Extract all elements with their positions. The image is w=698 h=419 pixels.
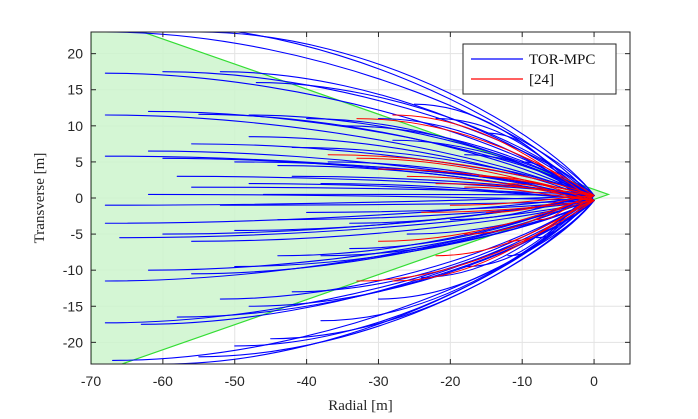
trajectory-line <box>191 186 595 197</box>
trajectory-line <box>464 186 595 202</box>
x-tick-label: -40 <box>296 373 316 389</box>
y-tick-label: -20 <box>63 334 83 350</box>
y-tick-label: 0 <box>75 190 83 206</box>
trajectories <box>104 32 595 364</box>
x-tick-label: 0 <box>590 373 598 389</box>
legend[interactable]: TOR-MPC [24] <box>462 43 617 95</box>
trajectory-line <box>485 194 595 213</box>
trajectory-line <box>392 194 595 282</box>
trajectory-line <box>327 154 595 196</box>
trajectory-line <box>234 194 595 347</box>
trajectory-line <box>406 199 595 235</box>
trajectory-line <box>536 200 595 221</box>
trajectory-line <box>507 183 595 202</box>
y-tick-label: -5 <box>71 226 84 242</box>
x-tick-label: -20 <box>440 373 460 389</box>
trajectory-line <box>392 114 595 202</box>
y-tick-label: 15 <box>67 82 83 98</box>
trajectory-line <box>435 200 595 257</box>
legend-box <box>462 43 617 95</box>
trajectory-line <box>356 200 595 282</box>
trajectory-line <box>270 199 595 340</box>
trajectory-line <box>449 194 595 206</box>
trajectory-line <box>413 103 595 202</box>
y-tick-label: 5 <box>75 154 83 170</box>
axes: -70 -60 -50 -40 -30 -20 -10 0-20-15-10-50510152… <box>32 31 631 414</box>
x-tick-label: -70 <box>81 373 101 389</box>
legend-label: TOR-MPC <box>529 52 595 68</box>
x-tick-label: -50 <box>225 373 245 389</box>
trajectory-line <box>104 194 595 224</box>
y-tick-label: 20 <box>67 46 83 62</box>
trajectory-line <box>198 32 595 197</box>
trajectory-line <box>356 118 595 196</box>
trajectory-line <box>377 194 595 242</box>
trajectory-line <box>464 154 595 197</box>
y-tick-label: -10 <box>63 262 83 278</box>
legend-label: [24] <box>529 72 554 88</box>
trajectory-line <box>356 157 595 202</box>
trajectory-line <box>219 199 595 206</box>
trajectory-line <box>104 32 595 197</box>
trajectory-line <box>421 200 595 213</box>
series-1 <box>327 114 595 282</box>
trajectory-line <box>234 32 595 202</box>
trajectory-line <box>248 199 595 307</box>
x-axis-label: Radial [m] <box>328 398 393 414</box>
y-tick-label: 10 <box>67 118 83 134</box>
trajectory-line <box>140 194 595 325</box>
x-tick-label: -30 <box>368 373 388 389</box>
trajectory-line <box>435 118 595 197</box>
trajectory-line <box>291 146 595 197</box>
x-tick-label: -60 <box>153 373 173 389</box>
trajectory-line <box>262 193 595 197</box>
trajectory-line <box>478 175 595 196</box>
trajectory-line <box>255 81 595 197</box>
y-tick-label: -15 <box>63 298 83 314</box>
trajectory-line <box>377 199 595 300</box>
x-tick-label: -10 <box>512 373 532 389</box>
y-axis-label: Transverse [m] <box>32 153 48 244</box>
trajectory-line <box>435 183 595 196</box>
trajectory-line <box>507 200 595 242</box>
